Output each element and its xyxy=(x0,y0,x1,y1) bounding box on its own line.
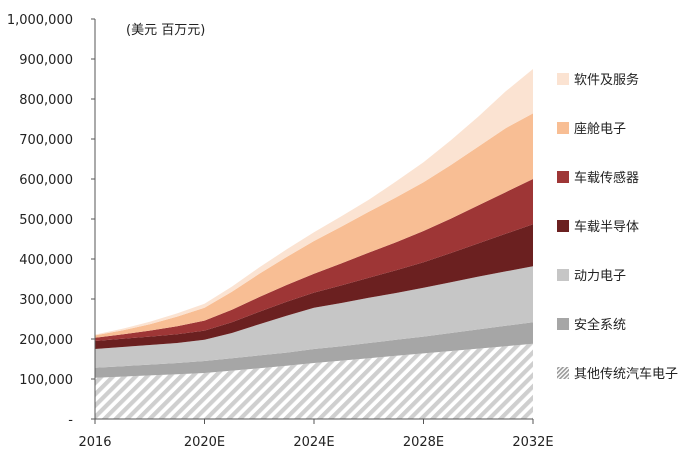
y-tick-label: 300,000 xyxy=(19,293,73,308)
legend-label: 座舱电子 xyxy=(574,122,626,137)
y-tick-label: 600,000 xyxy=(19,173,73,188)
y-tick-label: 800,000 xyxy=(19,93,73,108)
x-tick-label: 2020E xyxy=(184,435,225,450)
legend-label: 其他传统汽车电子 xyxy=(574,366,678,382)
y-tick-label: 500,000 xyxy=(19,213,73,228)
legend-label: 动力电子 xyxy=(574,269,626,284)
legend-swatch xyxy=(557,269,569,281)
x-tick-label: 2032E xyxy=(512,435,553,450)
y-tick-label: 200,000 xyxy=(19,333,73,348)
legend-swatch xyxy=(557,318,569,330)
area-series-2 xyxy=(95,266,533,368)
legend-swatch xyxy=(557,73,569,85)
axes-layer: - 100,000 200,000 300,000 400,000 500,000 600,… xyxy=(7,13,554,450)
legend-label: 软件及服务 xyxy=(574,72,639,88)
legend-label: 安全系统 xyxy=(574,317,626,333)
y-tick-label: 1,000,000 xyxy=(7,13,73,28)
legend-swatch xyxy=(557,171,569,183)
y-tick-label: 100,000 xyxy=(19,373,73,388)
y-tick-label: - xyxy=(68,413,73,428)
x-tick-label: 2016 xyxy=(78,435,111,450)
legend-label: 车载半导体 xyxy=(574,219,639,235)
legend-swatch xyxy=(557,122,569,134)
area-layer xyxy=(95,69,533,419)
area-series-1 xyxy=(95,322,533,378)
legend-label: 车载传感器 xyxy=(574,170,639,186)
y-tick-label: 400,000 xyxy=(19,253,73,268)
unit-label: (美元 百万元) xyxy=(126,23,206,38)
legend-swatch xyxy=(557,220,569,232)
x-tick-label: 2024E xyxy=(293,435,334,450)
area-series-0 xyxy=(95,343,533,419)
legend-swatch xyxy=(557,367,569,379)
y-tick-label: 900,000 xyxy=(19,53,73,68)
y-tick-label: 700,000 xyxy=(19,133,73,148)
x-tick-label: 2028E xyxy=(403,435,444,450)
